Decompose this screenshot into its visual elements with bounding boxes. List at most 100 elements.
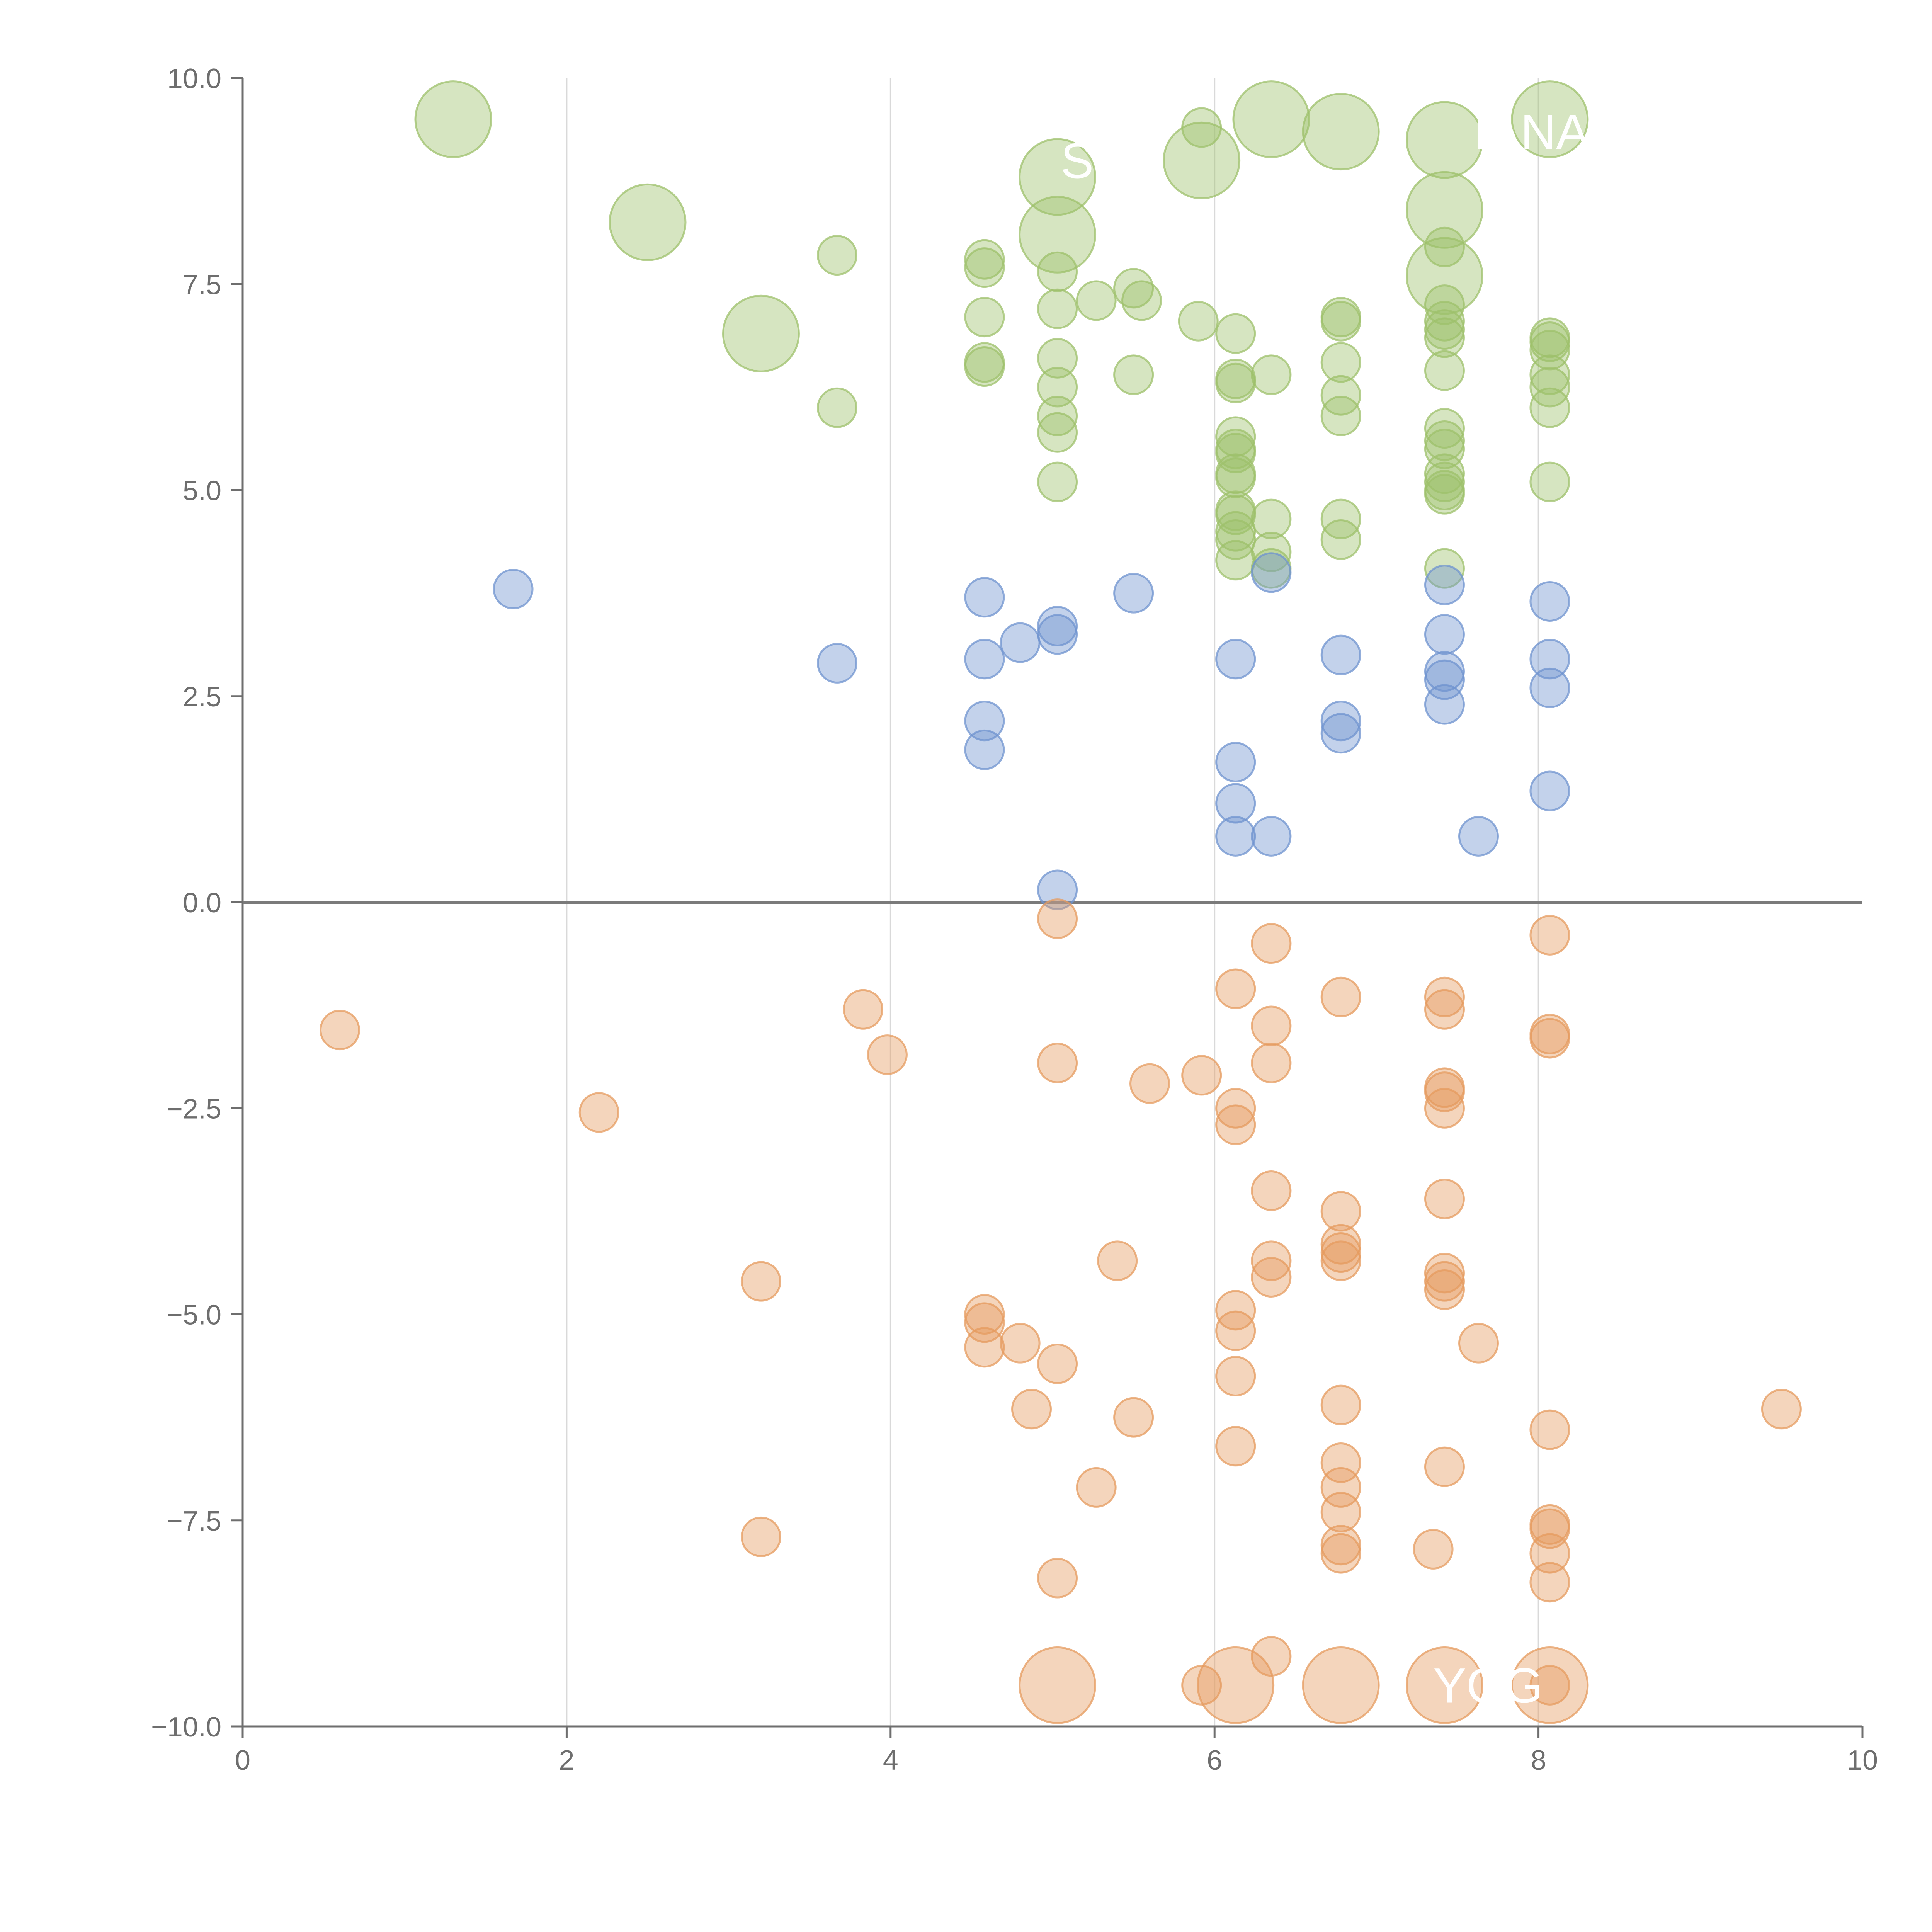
data-point-middle — [1320, 634, 1361, 675]
x-tick-label: 8 — [1531, 1745, 1546, 1776]
data-point-bottom — [1529, 1533, 1570, 1574]
data-point-bottom — [1011, 1389, 1052, 1430]
data-point-bottom — [1320, 1384, 1361, 1425]
data-point-top — [1251, 531, 1292, 572]
data-point-top — [1320, 301, 1361, 342]
data-point-bottom — [1181, 1665, 1222, 1706]
data-point-bottom — [1529, 915, 1570, 956]
data-point-bottom — [1405, 1646, 1483, 1724]
data-point-top — [1424, 309, 1465, 350]
y-tick-label: 7.5 — [183, 269, 221, 300]
data-point-top — [1424, 453, 1465, 494]
data-point-top — [1424, 461, 1465, 502]
data-point-bottom — [1320, 1224, 1361, 1265]
point-label: SI — [1061, 133, 1107, 189]
data-point-middle — [1215, 742, 1256, 782]
data-point-middle — [1251, 552, 1292, 593]
data-point-bottom — [1181, 1055, 1222, 1096]
data-point-top — [1037, 461, 1078, 502]
data-point-top — [1037, 251, 1078, 292]
data-point-middle — [1424, 659, 1465, 700]
data-point-top — [1405, 101, 1483, 179]
data-point-top — [816, 387, 857, 428]
data-point-top — [1215, 433, 1256, 474]
data-point-top — [964, 239, 1005, 280]
data-point-top — [1320, 396, 1361, 437]
data-point-middle — [1320, 701, 1361, 742]
data-point-top — [1320, 498, 1361, 539]
data-point-middle — [964, 701, 1005, 742]
data-point-middle — [1037, 869, 1078, 910]
axes: 0 2 4 6 8 10 −10.0 −7.5 −5.0 −2.5 0.0 2.5 5.0 7.5 10.0 — [151, 63, 1878, 1776]
data-point-bottom — [1424, 1253, 1465, 1294]
data-point-top — [1037, 396, 1078, 437]
x-tick-label: 2 — [559, 1745, 574, 1776]
data-point-top — [1529, 354, 1570, 395]
data-point-bottom — [1037, 1043, 1078, 1083]
data-point-bottom — [1529, 1665, 1570, 1706]
data-point-middle — [1000, 622, 1041, 663]
data-point-bottom — [1320, 1525, 1361, 1566]
data-point-top — [1424, 284, 1465, 325]
data-point-top — [816, 235, 857, 276]
x-tick-label: 0 — [235, 1745, 250, 1776]
data-point-bottom — [1424, 1269, 1465, 1310]
data-point-bottom — [1215, 1426, 1256, 1467]
point-label: IANA — [1474, 105, 1589, 160]
data-point-middle — [964, 639, 1005, 680]
data-point-bottom — [1251, 1043, 1292, 1083]
data-point-bottom — [1215, 1310, 1256, 1351]
data-point-middle — [493, 568, 534, 609]
data-point-top — [1320, 519, 1361, 560]
data-point-top — [1424, 474, 1465, 515]
data-point-top — [1251, 354, 1292, 395]
data-point-top — [1511, 80, 1589, 158]
data-point-top — [1215, 494, 1256, 535]
data-point-bottom — [1320, 1533, 1361, 1574]
data-point-top — [1215, 416, 1256, 457]
data-point-bottom — [964, 1302, 1005, 1343]
data-point-bottom — [1215, 1088, 1256, 1129]
data-point-top — [1424, 429, 1465, 469]
data-point-bottom — [1251, 1005, 1292, 1046]
data-point-top — [1405, 237, 1483, 315]
data-point-middle — [1424, 565, 1465, 605]
data-point-bottom — [1761, 1389, 1802, 1430]
y-tick-label: −2.5 — [167, 1094, 221, 1124]
data-point-top — [1215, 519, 1256, 560]
data-point-top — [1163, 121, 1241, 199]
data-point-bottom — [1424, 1071, 1465, 1112]
data-point-top — [1178, 301, 1219, 342]
data-point-top — [1037, 288, 1078, 329]
data-point-middle — [1215, 816, 1256, 857]
data-point-top — [1424, 226, 1465, 267]
data-point-top — [1405, 171, 1483, 249]
data-point-bottom — [1424, 1179, 1465, 1219]
data-point-bottom — [843, 989, 884, 1030]
data-point-bottom — [1320, 1467, 1361, 1508]
data-point-bottom — [1215, 1104, 1256, 1145]
data-point-middle — [1037, 605, 1078, 646]
y-tick-label: 5.0 — [183, 476, 221, 507]
data-point-top — [1215, 362, 1256, 403]
data-point-top — [1529, 461, 1570, 502]
data-point-bottom — [964, 1327, 1005, 1368]
data-point-bottom — [1529, 1562, 1570, 1603]
data-point-top — [1424, 548, 1465, 589]
data-point-bottom — [1424, 1088, 1465, 1129]
data-point-top — [1529, 321, 1570, 362]
data-point-bottom — [1037, 898, 1078, 939]
data-point-bottom — [740, 1261, 781, 1302]
data-point-bottom — [578, 1092, 619, 1133]
data-point-middle — [1424, 614, 1465, 655]
data-point-top — [1251, 498, 1292, 539]
point-annotations: SI IANA YGG — [1061, 105, 1589, 1714]
data-point-bottom — [1320, 1191, 1361, 1232]
data-point-bottom — [1529, 1508, 1570, 1549]
data-point-bottom — [1413, 1529, 1454, 1570]
data-point-top — [1529, 367, 1570, 408]
data-point-bottom — [1215, 1355, 1256, 1396]
data-point-top — [1302, 93, 1380, 171]
data-point-middle — [1529, 581, 1570, 622]
